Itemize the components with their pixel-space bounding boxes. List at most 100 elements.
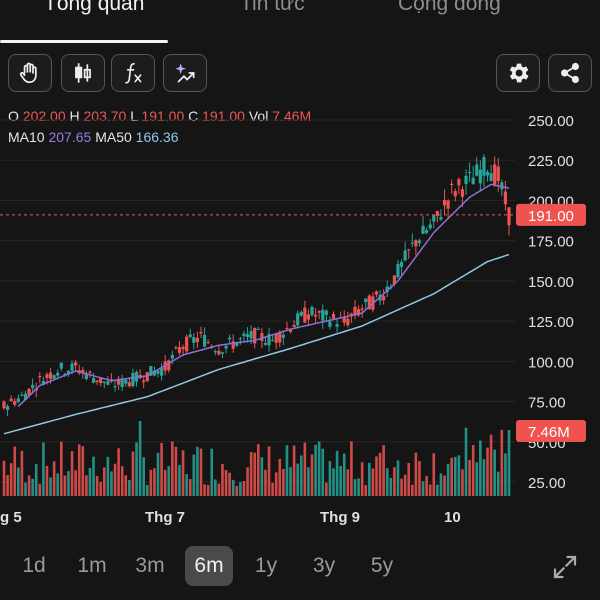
price-tick-label: 250.00 [528, 113, 574, 130]
volume-bar [45, 466, 49, 496]
volume-bar [95, 475, 99, 496]
candle-body [192, 337, 196, 343]
volume-bar [31, 478, 34, 496]
candle-body [342, 316, 346, 323]
settings-button[interactable] [496, 54, 540, 92]
volume-bar [6, 475, 9, 496]
candle-body [70, 363, 74, 371]
function-icon [125, 62, 142, 84]
candle-body [292, 325, 296, 328]
volume-bar [13, 446, 17, 496]
volume-bar [246, 467, 249, 496]
volume-bar [328, 461, 332, 496]
volume-bar [393, 467, 396, 496]
candle-body [177, 347, 182, 353]
volume-bar [17, 467, 20, 496]
volume-bar [299, 455, 303, 496]
volume-bar [432, 453, 436, 496]
price-tick-label: 25.00 [528, 475, 566, 492]
candle-body [188, 334, 192, 337]
tab-news[interactable]: Tin tức [240, 0, 305, 15]
candle-body [66, 370, 71, 374]
range-1d-button[interactable]: 1d [22, 554, 46, 577]
volume-bar [389, 477, 393, 496]
volume-bar [375, 456, 378, 496]
candle-body [360, 308, 364, 310]
candle-body [181, 346, 185, 350]
ma10-line [17, 183, 510, 407]
x-tick-label: 10 [444, 509, 461, 526]
range-1y-button[interactable]: 1y [254, 554, 278, 577]
candle-body [195, 337, 200, 343]
candle-body [442, 200, 447, 206]
volume-bar [267, 446, 271, 496]
volume-bar [414, 452, 418, 496]
volume-bar [486, 447, 489, 496]
volume-bar [235, 485, 239, 496]
volume-bar [425, 475, 428, 496]
candle-body [485, 171, 490, 176]
tab-overview[interactable]: Tổng quan [44, 0, 145, 15]
candle-body [199, 331, 203, 334]
hand-tool-button[interactable] [8, 54, 52, 92]
range-1m-button[interactable]: 1m [77, 554, 107, 577]
candle-body [45, 374, 49, 378]
indicators-button[interactable] [111, 54, 155, 92]
candle-body [503, 191, 508, 205]
candle-body [41, 380, 45, 385]
volume-bar [60, 441, 63, 496]
volume-bar [264, 469, 267, 496]
ma10-label: MA10 [8, 129, 45, 145]
tab-community[interactable]: Cộng đồng [398, 0, 501, 15]
volume-bar [296, 463, 299, 496]
volume-bar [285, 445, 289, 496]
volume-bar [167, 466, 171, 496]
ai-drawing-button[interactable] [163, 54, 207, 92]
candle-body [235, 342, 239, 346]
volume-bar [457, 455, 461, 496]
range-3y-button[interactable]: 3y [312, 554, 336, 577]
range-3m-button[interactable]: 3m [135, 554, 165, 577]
volume-bar [67, 471, 70, 496]
candle-body [142, 380, 146, 383]
volume-badge [516, 420, 586, 442]
candle-body [59, 362, 63, 369]
gear-icon [509, 63, 529, 83]
volume-bar [85, 475, 88, 496]
candle-body [185, 336, 189, 352]
range-6m-button[interactable]: 6m [185, 546, 233, 586]
candle-body [131, 372, 135, 387]
volume-bar [446, 463, 450, 496]
candle-body [5, 406, 10, 410]
candle-body [417, 240, 422, 244]
volume-bar [56, 473, 60, 496]
volume-bar [332, 468, 335, 496]
candle-body [385, 286, 389, 293]
candle-body [356, 309, 361, 316]
x-tick-label: Thg 9 [320, 509, 360, 526]
candle-body [446, 200, 450, 209]
candle-body [256, 328, 260, 330]
candle-body [306, 314, 311, 320]
volume-bar [396, 460, 400, 496]
sparkle-chart-icon [175, 63, 195, 83]
candle-body [453, 191, 457, 197]
volume-bar [42, 442, 45, 496]
chart-type-button[interactable] [61, 54, 105, 92]
price-chart[interactable]: 250.00225.00200.00175.00150.00125.00100.… [0, 100, 600, 530]
expand-icon[interactable] [550, 552, 580, 582]
volume-bar [342, 453, 346, 496]
volume-bar [142, 457, 145, 496]
candle-body [374, 291, 379, 295]
ma50-label: MA50 [95, 129, 132, 145]
volume-bar [504, 453, 507, 496]
range-5y-button[interactable]: 5y [370, 554, 394, 577]
open-label: O [8, 108, 19, 124]
share-button[interactable] [548, 54, 592, 92]
candle-body [245, 334, 250, 337]
volume-bar [410, 484, 414, 496]
volume-bar [371, 468, 375, 496]
price-tick-label: 75.00 [528, 395, 566, 412]
volume-bar [403, 474, 407, 496]
volume-bar [360, 462, 364, 496]
